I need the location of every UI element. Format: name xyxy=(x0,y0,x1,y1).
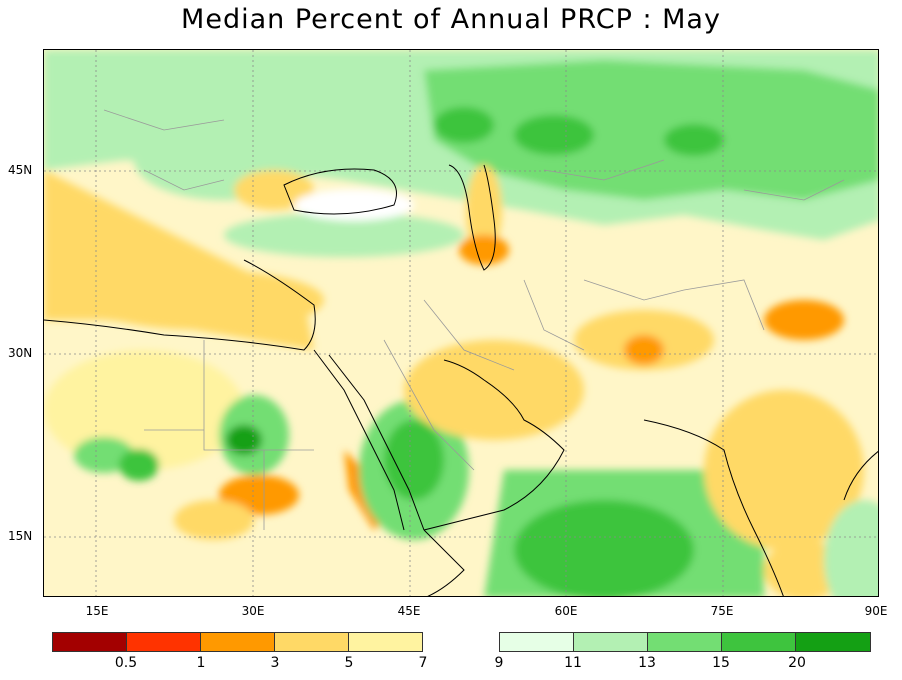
legend-label-15: 15 xyxy=(712,655,730,671)
longitude-label-45e: 45E xyxy=(397,604,421,618)
graticule xyxy=(44,50,878,596)
legend-swatch-dry-2 xyxy=(126,632,201,652)
longitude-label-15e: 15E xyxy=(85,604,109,618)
coastlines xyxy=(44,164,878,596)
legend-label-13: 13 xyxy=(638,655,656,671)
legend-label-9: 9 xyxy=(494,655,504,671)
legend-label-1: 1 xyxy=(196,655,206,671)
legend-swatch-dry-1 xyxy=(52,632,127,652)
legend-swatch-wet-2 xyxy=(573,632,648,652)
legend-swatch-wet-1 xyxy=(499,632,574,652)
map-canvas xyxy=(44,50,878,596)
country-borders xyxy=(103,109,845,530)
precipitation-map xyxy=(43,49,879,597)
legend-label-11: 11 xyxy=(564,655,582,671)
legend-label-5: 5 xyxy=(344,655,354,671)
longitude-label-90e: 90E xyxy=(864,604,888,618)
longitude-label-75e: 75E xyxy=(710,604,734,618)
latitude-label-30n: 30N xyxy=(8,346,33,360)
longitude-label-30e: 30E xyxy=(241,604,265,618)
latitude-label-15n: 15N xyxy=(8,529,33,543)
legend-swatch-dry-4 xyxy=(274,632,349,652)
legend-label-7: 7 xyxy=(418,655,428,671)
legend-label-3: 3 xyxy=(270,655,280,671)
legend-swatch-dry-5 xyxy=(348,632,423,652)
shaded-field-layer xyxy=(44,50,878,596)
latitude-label-45n: 45N xyxy=(8,163,33,177)
map-title: Median Percent of Annual PRCP : May xyxy=(181,4,721,35)
legend-swatch-wet-5 xyxy=(795,632,871,652)
legend-label-20: 20 xyxy=(788,655,806,671)
legend-swatch-wet-3 xyxy=(647,632,722,652)
legend-swatch-wet-4 xyxy=(721,632,796,652)
legend-swatch-dry-3 xyxy=(200,632,275,652)
legend-label-0-5: 0.5 xyxy=(114,655,138,671)
longitude-label-60e: 60E xyxy=(554,604,578,618)
